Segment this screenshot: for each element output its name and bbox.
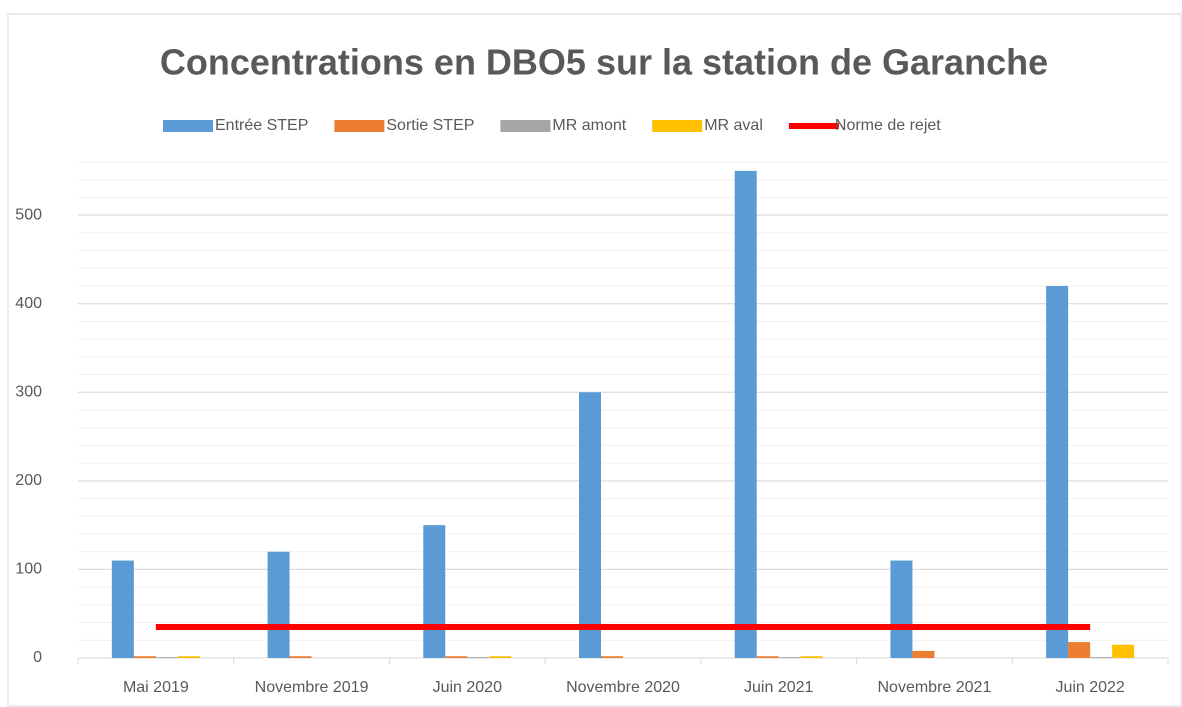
x-tick-label: Mai 2019 [123,679,189,696]
legend-label: MR amont [552,117,626,134]
legend-label: Norme de rejet [835,117,941,134]
bar [133,656,156,658]
bar [267,551,290,658]
bar [289,656,312,658]
bar [1046,286,1069,658]
bar [1112,644,1135,658]
x-tick-label: Juin 2021 [744,679,813,696]
x-tick-label: Juin 2022 [1055,679,1124,696]
x-tick-label: Novembre 2021 [878,679,992,696]
bar [778,657,801,658]
y-tick-label: 400 [15,295,42,312]
bar [756,656,779,658]
legend-swatch [334,120,385,132]
x-tick-label: Novembre 2020 [566,679,680,696]
bar [467,657,490,658]
chart-title: Concentrations en DBO5 sur la station de… [160,42,1048,83]
bar [890,560,913,658]
y-tick-label: 300 [15,384,42,401]
legend-label: Entrée STEP [215,117,308,134]
bar [1090,657,1113,658]
bar [912,650,935,658]
y-tick-label: 200 [15,472,42,489]
bar [177,656,200,658]
bar [155,657,178,658]
x-tick-label: Juin 2020 [433,679,502,696]
bar [800,656,823,658]
bar [489,656,512,658]
bar [423,525,446,658]
legend-label: MR aval [704,117,763,134]
y-tick-label: 100 [15,561,42,578]
x-tick-label: Novembre 2019 [255,679,369,696]
bar [601,656,623,658]
bar [111,560,134,658]
bar [579,392,601,658]
legend-swatch [500,120,551,132]
legend-label: Sortie STEP [386,117,474,134]
bar [1068,642,1091,658]
bar [734,170,757,658]
y-tick-label: 500 [15,206,42,223]
bar [445,656,468,658]
y-tick-label: 0 [33,649,42,666]
legend-swatch [163,120,213,132]
legend-swatch [652,120,703,132]
